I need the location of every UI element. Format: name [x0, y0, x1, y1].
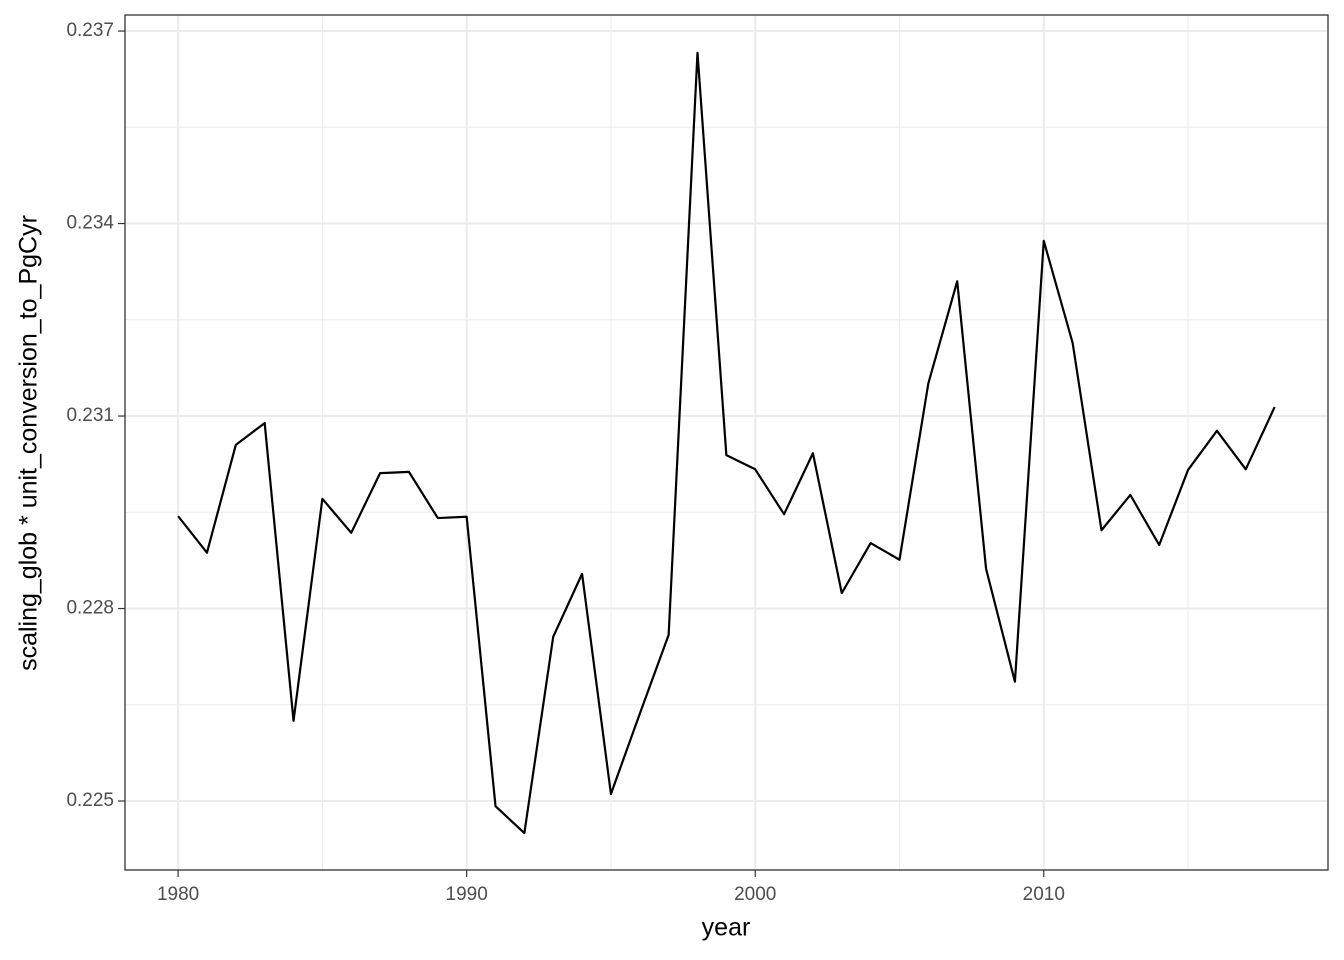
y-tick-label: 0.231: [66, 405, 114, 426]
x-tick-label: 1980: [157, 884, 199, 905]
panel-border: [124, 14, 1329, 871]
x-tick-label: 1990: [446, 884, 488, 905]
y-tick-label: 0.234: [66, 213, 114, 234]
y-axis-title: scaling_glob * unit_conversion_to_PgCyr: [15, 215, 43, 671]
y-tick-label: 0.225: [66, 790, 114, 811]
x-tick-label: 2010: [1023, 884, 1065, 905]
data-line: [177, 51, 1276, 835]
x-axis-title: year: [702, 914, 751, 942]
y-tick-label: 0.237: [66, 20, 114, 41]
y-tick-label: 0.228: [66, 598, 114, 619]
x-tick-label: 2000: [734, 884, 776, 905]
